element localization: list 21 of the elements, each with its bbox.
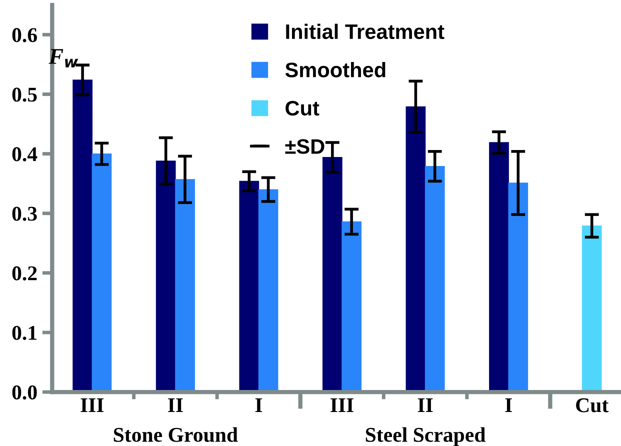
x-tick-label: I — [505, 398, 512, 412]
x-tick-label: III — [330, 398, 354, 412]
x-tick-label: Cut — [576, 398, 609, 412]
y-tick-label: 0.1 — [12, 326, 37, 340]
y-axis-title: F$_{w}$ — [48, 49, 78, 68]
x-tick-label: II — [168, 398, 183, 412]
annotation: ±SD — [285, 139, 324, 154]
y-tick-label: 0.4 — [12, 147, 38, 162]
y-tick-label: 0.0 — [12, 385, 37, 400]
legend-label: Smoothed — [285, 62, 386, 78]
y-tick-label: 0.3 — [12, 206, 37, 221]
x-tick-label: III — [80, 398, 104, 412]
x-tick-label: I — [255, 398, 262, 412]
y-tick-label: 0.6 — [12, 28, 37, 42]
x-tick-label: II — [418, 398, 433, 412]
text: Steel Scraped — [366, 427, 486, 446]
y-tick-label: 0.5 — [12, 88, 37, 102]
legend-label: Initial Treatment — [286, 24, 444, 40]
y-tick-label: 0.2 — [12, 266, 37, 280]
legend-label: Cut — [286, 100, 320, 116]
text: Stone Ground — [114, 427, 238, 442]
